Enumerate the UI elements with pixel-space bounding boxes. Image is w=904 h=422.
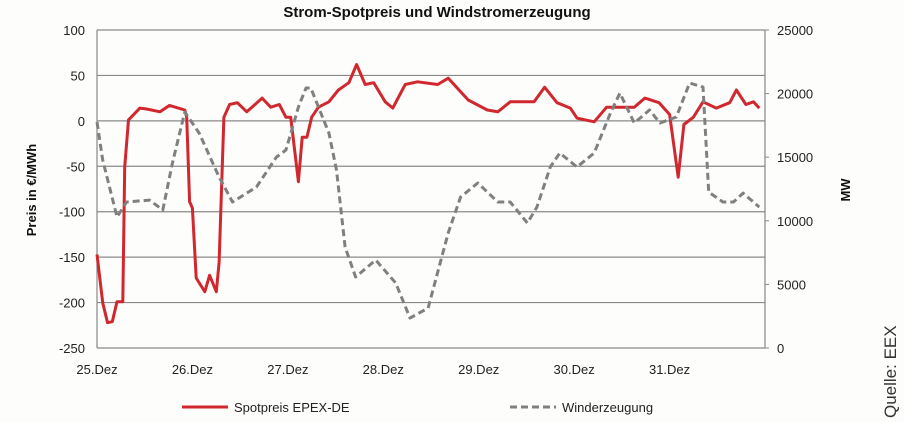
y2-tick-label: 15000 [777, 150, 813, 165]
x-axis: 25.Dez 26.Dez 27.Dez 28.Dez 29.Dez 30.Dez 31.D… [76, 362, 690, 377]
series-line-spotpreis [95, 63, 761, 325]
y-tick-label: -100 [59, 205, 85, 220]
chart-title: Strom-Spotpreis und Windstromerzeugung [283, 4, 590, 21]
y-tick-label: 100 [63, 23, 85, 38]
x-tick-label: 28.Dez [363, 362, 404, 377]
x-tick-label: 26.Dez [172, 362, 213, 377]
source-note: Quelle: EEX [881, 325, 900, 418]
y-axis-label: Preis in €/MWh [24, 144, 39, 237]
x-tick-label: 29.Dez [458, 362, 499, 377]
y-tick-label: 0 [78, 114, 85, 129]
y2-axis-label: MW [838, 178, 853, 202]
y2-tick-label: 10000 [777, 214, 813, 229]
series-line-winderzeugung [95, 81, 761, 320]
legend: Spotpreis EPEX-DE Winderzeugung [182, 400, 653, 415]
grid [96, 29, 766, 349]
y2-tick-label: 20000 [777, 87, 813, 102]
legend-label-spotpreis: Spotpreis EPEX-DE [234, 400, 350, 415]
y-axis-right: 25000 20000 15000 10000 5000 0 [765, 23, 813, 356]
y-tick-label: -250 [59, 341, 85, 356]
legend-label-wind: Winderzeugung [562, 400, 653, 415]
series-group [95, 63, 761, 325]
y-tick-label: -200 [59, 296, 85, 311]
y2-tick-label: 5000 [777, 277, 806, 292]
y2-tick-label: 0 [777, 341, 784, 356]
y2-tick-label: 25000 [777, 23, 813, 38]
x-tick-label: 25.Dez [76, 362, 117, 377]
y-tick-label: -50 [66, 159, 85, 174]
x-tick-label: 27.Dez [267, 362, 308, 377]
x-tick-label: 31.Dez [649, 362, 690, 377]
x-tick-label: 30.Dez [554, 362, 595, 377]
y-axis-left: 100 50 0 -50 -100 -150 -200 -250 [59, 23, 85, 356]
y-tick-label: -150 [59, 250, 85, 265]
y-tick-label: 50 [71, 68, 85, 83]
